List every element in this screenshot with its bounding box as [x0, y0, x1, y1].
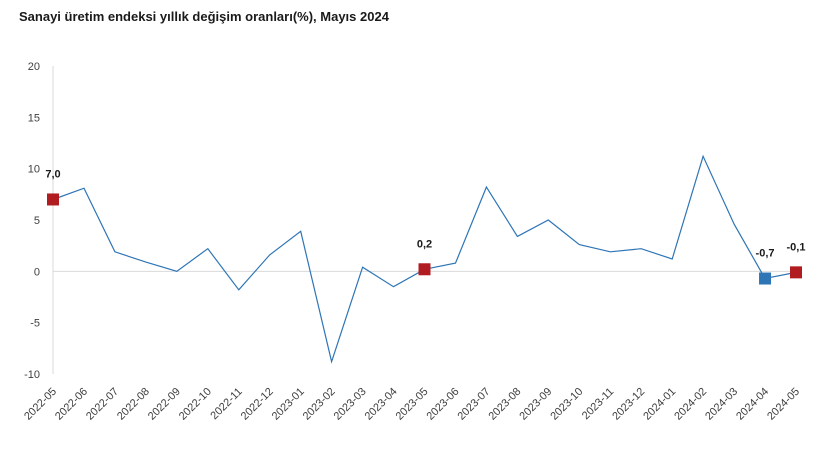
x-tick-label: 2022-05 [22, 386, 59, 423]
x-tick-label: 2023-11 [580, 386, 616, 422]
highlight-marker [790, 266, 802, 279]
x-tick-label: 2023-08 [486, 386, 523, 423]
data-point [578, 243, 581, 246]
x-tick-label: 2023-09 [517, 386, 554, 423]
x-tick-label: 2022-10 [177, 386, 214, 423]
data-point [702, 155, 705, 158]
x-tick-label: 2024-02 [672, 386, 709, 423]
x-tick-label: 2023-12 [610, 386, 647, 423]
data-point [392, 285, 395, 288]
data-point [82, 187, 85, 190]
data-point [671, 258, 674, 261]
data-point [733, 223, 736, 226]
x-tick-label: 2023-04 [363, 386, 400, 423]
y-tick-label: 15 [28, 112, 40, 124]
x-tick-label: 2024-03 [703, 386, 740, 423]
y-tick-label: 20 [28, 61, 40, 73]
x-tick-label: 2023-07 [456, 386, 493, 423]
data-point [299, 230, 302, 233]
x-tick-label: 2024-01 [641, 386, 678, 423]
y-tick-label: 0 [34, 266, 40, 278]
x-tick-label: 2023-01 [270, 386, 307, 423]
highlight-marker [418, 263, 431, 276]
x-tick-label: 2024-05 [765, 386, 802, 423]
data-point [485, 186, 488, 189]
x-tick-label: 2022-12 [239, 386, 276, 423]
y-axis-ticks: 20 15 10 5 0 -5 -10 [24, 61, 40, 381]
data-point [237, 288, 240, 291]
data-point [144, 261, 147, 264]
x-tick-label: 2024-04 [734, 386, 771, 423]
x-tick-label: 2023-03 [332, 386, 369, 423]
x-tick-label: 2022-08 [115, 386, 152, 423]
x-tick-label: 2023-10 [548, 386, 585, 423]
x-axis-ticks: 2022-052022-062022-072022-082022-092022-… [22, 386, 802, 423]
data-point [268, 253, 271, 256]
data-label: -0,1 [787, 241, 806, 253]
data-point [175, 270, 178, 273]
series-lines [52, 154, 797, 364]
data-point [516, 235, 519, 238]
data-label: 7,0 [45, 168, 60, 180]
chart-title: Sanayi üretim endeksi yıllık değişim ora… [19, 9, 389, 24]
y-tick-label: -10 [24, 369, 40, 381]
data-point [206, 247, 209, 250]
x-tick-label: 2022-09 [146, 386, 183, 423]
highlight-markers [47, 193, 802, 285]
x-tick-label: 2022-11 [208, 386, 244, 422]
data-label: 0,2 [417, 238, 432, 250]
data-point [454, 262, 457, 265]
data-point [330, 360, 333, 363]
series-line [52, 154, 797, 364]
data-labels: 7,0 0,2 -0,7 -0,1 [45, 168, 805, 259]
x-tick-label: 2022-07 [84, 386, 121, 423]
data-label: -0,7 [756, 248, 775, 260]
highlight-marker [47, 193, 59, 206]
data-point [361, 266, 364, 269]
x-tick-label: 2023-02 [301, 386, 338, 423]
y-tick-label: 10 [28, 164, 40, 176]
data-point [609, 250, 612, 253]
highlight-marker [759, 272, 772, 285]
data-point [547, 219, 550, 222]
x-tick-label: 2023-06 [425, 386, 462, 423]
data-point [113, 250, 116, 253]
y-tick-label: 5 [34, 215, 40, 227]
y-tick-label: -5 [30, 318, 40, 330]
x-tick-label: 2023-05 [394, 386, 431, 423]
x-tick-label: 2022-06 [53, 386, 90, 423]
data-point [640, 247, 643, 250]
